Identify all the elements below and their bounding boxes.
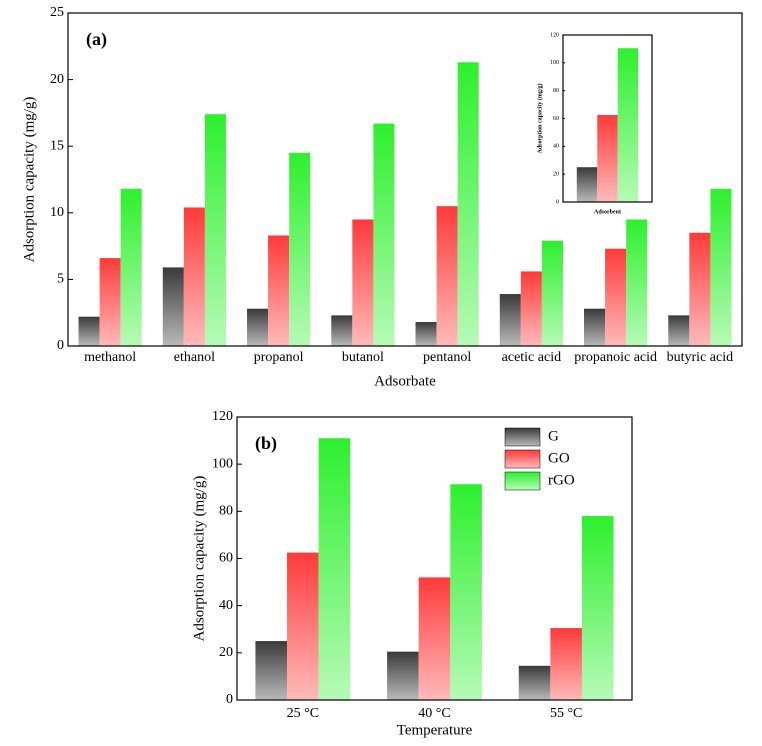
y-tick-label: 20 [219, 645, 233, 660]
y-tick-label: 20 [50, 72, 64, 87]
y-axis-label: Adsorption capacity (mg/g) [21, 97, 37, 263]
x-axis-label: Temperature [397, 722, 473, 738]
y-tick-label: 40 [553, 144, 559, 150]
bar [78, 316, 100, 346]
bar [541, 240, 563, 346]
x-axis-label: Adsorbate [374, 373, 436, 389]
bar [450, 484, 482, 700]
y-tick-label: 100 [550, 60, 559, 66]
y-tick-label: 0 [556, 199, 559, 205]
y-tick-label: 10 [50, 205, 64, 220]
x-tick-label: acetic acid [502, 350, 561, 365]
legend-label: G [548, 428, 559, 444]
bar [689, 232, 711, 346]
y-tick-label: 60 [553, 116, 559, 122]
bar [247, 308, 269, 346]
x-tick-label: ethanol [174, 350, 215, 365]
bar [626, 219, 648, 346]
panel-label: (a) [86, 29, 107, 50]
y-tick-label: 100 [212, 456, 233, 471]
legend-label: rGO [548, 472, 575, 488]
bar [668, 315, 690, 346]
bar [457, 62, 479, 347]
y-axis-label: Adsorption capacity (mg/g) [191, 476, 207, 642]
panel-label: (b) [255, 433, 277, 454]
x-tick-label: propanol [254, 350, 304, 365]
plot-frame [236, 416, 633, 701]
bar [204, 114, 226, 347]
y-tick-label: 20 [553, 172, 559, 178]
bar [617, 48, 639, 203]
legend-label: GO [548, 450, 570, 466]
bar [418, 577, 451, 700]
x-tick-label: butanol [342, 350, 384, 365]
bar [597, 115, 618, 202]
bar [387, 651, 419, 700]
bar [183, 207, 205, 346]
y-tick-label: 120 [550, 32, 559, 38]
x-tick-label: 25 °C [287, 706, 319, 721]
plot-frame [67, 12, 743, 347]
bar [373, 123, 395, 346]
bar [499, 294, 521, 346]
bar [605, 248, 627, 346]
bar [162, 267, 184, 346]
y-tick-label: 0 [57, 338, 64, 353]
bar [289, 152, 311, 346]
y-tick-label: 25 [50, 5, 64, 20]
x-tick-label: 40 °C [418, 706, 450, 721]
bar [584, 308, 606, 346]
bar [415, 322, 437, 346]
bar [268, 235, 290, 346]
y-tick-label: 60 [219, 551, 233, 566]
y-tick-label: 120 [212, 409, 233, 424]
bar [331, 315, 353, 346]
legend-swatch [504, 449, 541, 469]
y-tick-label: 80 [553, 88, 559, 94]
bar [287, 552, 319, 700]
bar [550, 628, 582, 700]
legend-swatch [504, 471, 541, 491]
y-axis-label: Adsorption capacity (mg/g) [536, 84, 543, 154]
y-tick-label: 15 [50, 138, 64, 153]
bar [352, 219, 374, 346]
bar [318, 438, 351, 700]
x-tick-label: pentanol [423, 350, 471, 365]
bar [255, 641, 288, 700]
x-tick-label: 55 °C [550, 706, 582, 721]
legend-swatch [504, 427, 541, 447]
y-tick-label: 40 [219, 598, 233, 613]
plot-frame [562, 34, 653, 203]
x-tick-label: butyric acid [667, 350, 733, 365]
x-tick-label: methanol [84, 350, 136, 365]
bar [120, 188, 142, 346]
bar [710, 188, 732, 346]
bar [436, 206, 458, 346]
bar [581, 516, 614, 700]
x-tick-label: propanoic acid [574, 350, 657, 365]
x-axis-label: Adsorbent [594, 209, 621, 215]
bar [576, 167, 598, 202]
bar [518, 665, 551, 700]
bar [520, 271, 542, 346]
y-tick-label: 0 [226, 692, 233, 707]
y-tick-label: 80 [219, 504, 233, 519]
y-tick-label: 5 [57, 272, 64, 287]
bar [99, 258, 121, 346]
